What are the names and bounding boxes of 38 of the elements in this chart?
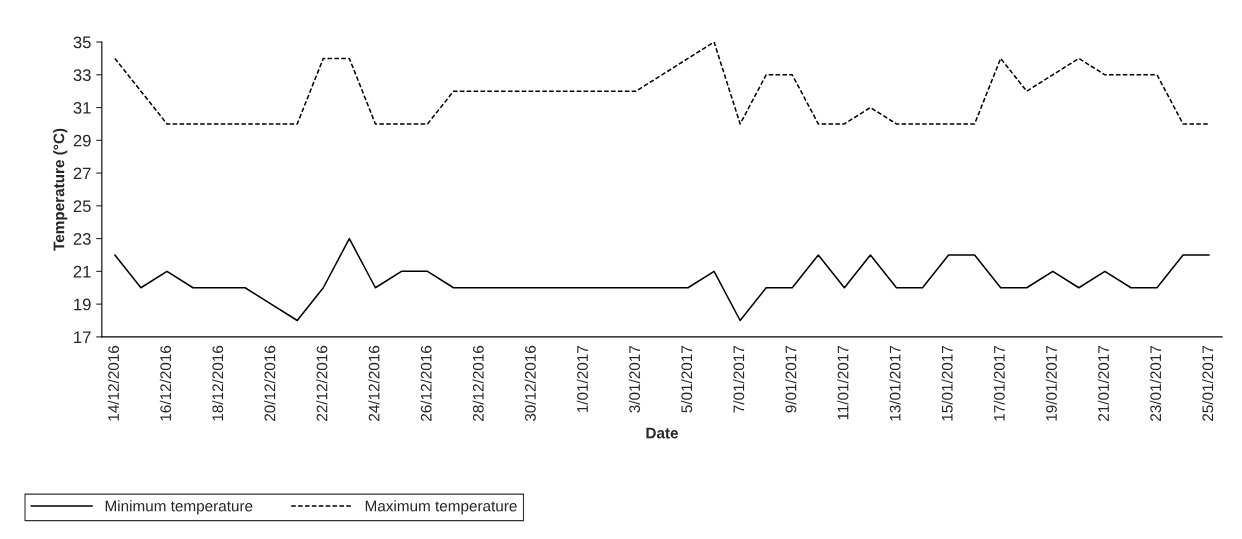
x-tick-label: 14/12/2016 bbox=[107, 345, 119, 421]
x-tick-label: 17/01/2017 bbox=[993, 345, 1005, 421]
y-tick-label: 27 bbox=[73, 167, 91, 180]
x-tick-label: 25/01/2017 bbox=[1201, 345, 1214, 421]
x-tick-label: 11/01/2017 bbox=[837, 345, 849, 420]
x-tick-label: 19/01/2017 bbox=[1045, 345, 1057, 421]
y-tick-label: 23 bbox=[73, 233, 91, 245]
x-tick-label: 7/01/2017 bbox=[733, 345, 745, 413]
x-tick-label: 16/12/2016 bbox=[159, 345, 172, 421]
y-tick-label: 31 bbox=[73, 101, 91, 114]
legend-label: Minimum temperature bbox=[105, 500, 253, 515]
x-tick-label: 15/01/2017 bbox=[941, 345, 953, 421]
x-tick-label: 20/12/2016 bbox=[264, 345, 276, 421]
y-tick-label: 25 bbox=[73, 200, 91, 213]
x-tick-label: 13/01/2017 bbox=[889, 345, 901, 421]
x-axis-title: Date bbox=[646, 427, 679, 439]
y-tick-label: 29 bbox=[73, 134, 91, 147]
x-tick-label: 1/01/2017 bbox=[576, 345, 588, 412]
x-tick-label: 23/01/2017 bbox=[1149, 345, 1162, 421]
x-tick-label: 9/01/2017 bbox=[785, 345, 797, 413]
x-tick-label: 30/12/2016 bbox=[524, 345, 536, 422]
x-tick-label: 24/12/2016 bbox=[368, 345, 380, 421]
y-axis-title: Temperature (°C) bbox=[53, 128, 68, 251]
line-series bbox=[114, 237, 1210, 322]
x-tick-label: 21/01/2017 bbox=[1097, 345, 1109, 421]
x-tick-label: 28/12/2016 bbox=[472, 345, 484, 421]
y-tick-label: 19 bbox=[74, 298, 91, 311]
y-tick-label: 33 bbox=[73, 69, 91, 81]
line-series bbox=[114, 42, 1210, 125]
legend-label: Maximum temperature bbox=[365, 500, 517, 515]
x-tick-label: 3/01/2017 bbox=[628, 345, 641, 413]
x-tick-label: 18/12/2016 bbox=[211, 345, 224, 421]
x-tick-label: 26/12/2016 bbox=[420, 345, 432, 421]
y-tick-label: 21 bbox=[73, 265, 91, 278]
y-tick-label: 35 bbox=[73, 36, 91, 49]
x-tick-label: 22/12/2016 bbox=[316, 345, 328, 421]
y-tick-label: 17 bbox=[74, 331, 91, 343]
x-tick-label: 5/01/2017 bbox=[680, 345, 693, 413]
